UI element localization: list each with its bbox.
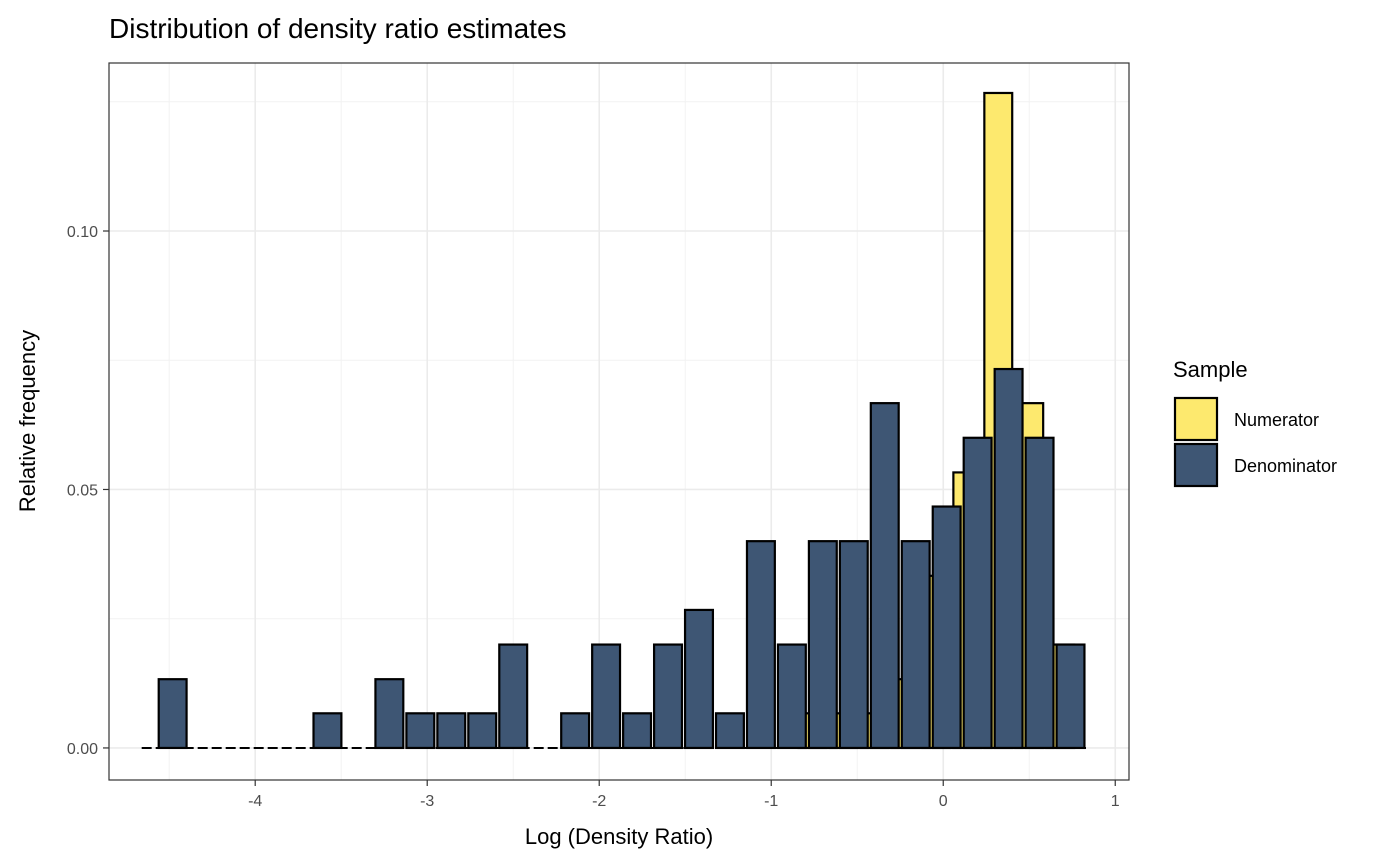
denominator-bar [714, 712, 745, 750]
denominator-bar [869, 402, 900, 750]
denominator-legend-key [1173, 442, 1219, 488]
x-axis: -4 -3 -2 -1 0 1 [248, 780, 1120, 810]
denominator-bar [157, 678, 188, 750]
denominator-bar [467, 712, 498, 750]
y-tick-label: 0.10 [67, 224, 98, 241]
denominator-bar [622, 712, 653, 750]
x-axis-title: Log (Density Ratio) [525, 824, 713, 849]
denominator-bar [745, 540, 776, 750]
y-axis: 0.00 0.05 0.10 [67, 224, 109, 758]
denominator-bar [374, 678, 405, 750]
x-tick-label: -4 [248, 793, 262, 810]
denominator-bar [1055, 643, 1086, 750]
denominator-bar [900, 540, 931, 750]
denominator-bar [931, 505, 962, 750]
denominator-bar [807, 540, 838, 750]
denominator-bar [560, 712, 591, 750]
denominator-legend-label: Denominator [1234, 456, 1337, 476]
x-tick-label: -1 [764, 793, 778, 810]
legend: Sample Numerator Denominator [1173, 357, 1337, 488]
y-axis-title: Relative frequency [15, 330, 40, 512]
panel-border [108, 62, 1130, 781]
denominator-bar [591, 643, 622, 750]
chart-title: Distribution of density ratio estimates [109, 13, 567, 44]
x-tick-label: 0 [939, 793, 948, 810]
x-tick-label: -2 [592, 793, 606, 810]
y-tick-label: 0.00 [67, 741, 98, 758]
legend-title: Sample [1173, 357, 1248, 382]
denominator-bar [838, 540, 869, 750]
denominator-bar [405, 712, 436, 750]
denominator-bar [498, 643, 529, 750]
x-tick-label: -3 [420, 793, 434, 810]
numerator-legend-key [1173, 396, 1219, 442]
y-tick-label: 0.05 [67, 482, 98, 499]
denominator-bar [312, 712, 343, 750]
denominator-bar [683, 608, 715, 750]
x-tick-label: 1 [1111, 793, 1120, 810]
denominator-bar [436, 712, 467, 750]
denominator-bar [962, 436, 993, 750]
denominator-bar [652, 643, 684, 750]
numerator-legend-label: Numerator [1234, 410, 1319, 430]
denominator-bar [776, 643, 807, 750]
bars-layer [157, 91, 1086, 750]
denominator-bar [1024, 436, 1055, 750]
denominator-bar [993, 367, 1024, 750]
